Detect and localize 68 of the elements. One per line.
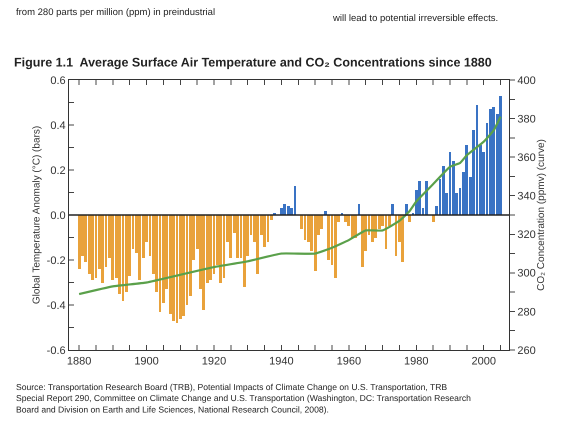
y-axis-title: Global Temperature Anomaly (°C) (bars) <box>32 126 43 304</box>
bar <box>263 215 266 247</box>
y2-tick-label: 360 <box>517 152 536 164</box>
y2-tick-label: 280 <box>517 306 536 318</box>
bar <box>209 215 212 280</box>
y2-tick-label: 300 <box>517 268 536 280</box>
bar <box>236 215 239 258</box>
bar <box>202 215 205 310</box>
bar <box>179 215 182 319</box>
bar <box>395 215 397 256</box>
bar <box>449 152 451 215</box>
y-tick-label: -0.2 <box>46 254 66 267</box>
text: from 280 parts per million (ppm) in preindustrial <box>16 7 216 18</box>
bar <box>243 215 246 287</box>
bar <box>294 186 296 215</box>
bar <box>492 107 495 215</box>
bar <box>442 166 445 215</box>
x-tick-label: 1920 <box>202 355 226 368</box>
y-tick-label: -0.4 <box>46 300 66 312</box>
bar <box>229 215 232 258</box>
bar <box>476 105 478 215</box>
y2-tick-label: 320 <box>517 229 536 242</box>
bar <box>391 204 394 215</box>
bar <box>219 215 222 283</box>
chart-title: Figure 1.1 Average Surface Air Temperature and CO₂ Concentrations since 1880 <box>14 55 492 70</box>
x-tick-label: 1900 <box>134 355 159 368</box>
bar <box>489 109 492 215</box>
bar <box>280 208 283 215</box>
bar <box>122 215 124 301</box>
y2-axis-title: CO₂ Concentration (ppmv) (curve) <box>536 139 548 291</box>
bar <box>334 215 337 278</box>
x-tick-label: 1960 <box>336 355 362 368</box>
bar <box>499 96 502 215</box>
bar <box>256 215 259 274</box>
bar <box>101 215 104 283</box>
y2-tick-label: 380 <box>517 113 536 126</box>
y-tick-label: 0.6 <box>50 74 66 87</box>
bar <box>361 215 364 267</box>
source-note: Source: Transportation Research Board (TRB), Potential Impacts of Climate Change on U.S. Transportation, TRB Special Report 290, Committee on Climate Change and U.S. Transportation (Washington, DC: Transportation Research Board and Division on Earth and Life Sciences, National Research Council, 2008). <box>16 382 472 414</box>
y-tick-label: -0.6 <box>46 344 66 357</box>
bar <box>78 215 81 269</box>
text: will lead to potential irreversible effects. <box>332 13 498 24</box>
bar <box>401 215 404 262</box>
bar <box>138 215 141 280</box>
x-tick-label: 1880 <box>66 355 92 368</box>
y2-tick-label: 400 <box>517 74 536 87</box>
bar <box>314 215 317 271</box>
x-tick-label: 2000 <box>471 355 496 368</box>
x-tick-label: 1940 <box>269 355 294 368</box>
bar <box>182 215 185 316</box>
y2-tick-label: 260 <box>517 344 536 357</box>
bar <box>91 215 94 280</box>
bar <box>172 215 175 321</box>
line-series <box>78 116 502 296</box>
bar <box>304 215 306 240</box>
bar <box>283 204 286 215</box>
bar <box>95 215 97 278</box>
bar <box>358 204 360 215</box>
x-tick-label: 1980 <box>404 355 429 368</box>
bar <box>287 206 290 215</box>
bar <box>176 215 178 323</box>
y-tick-label: 0.0 <box>50 210 66 222</box>
y-tick-label: 0.4 <box>50 120 66 132</box>
y-tick-label: 0.2 <box>50 164 66 177</box>
bar <box>465 145 468 215</box>
bar <box>159 215 161 312</box>
bar <box>111 215 114 280</box>
y2-tick-label: 340 <box>517 190 536 203</box>
